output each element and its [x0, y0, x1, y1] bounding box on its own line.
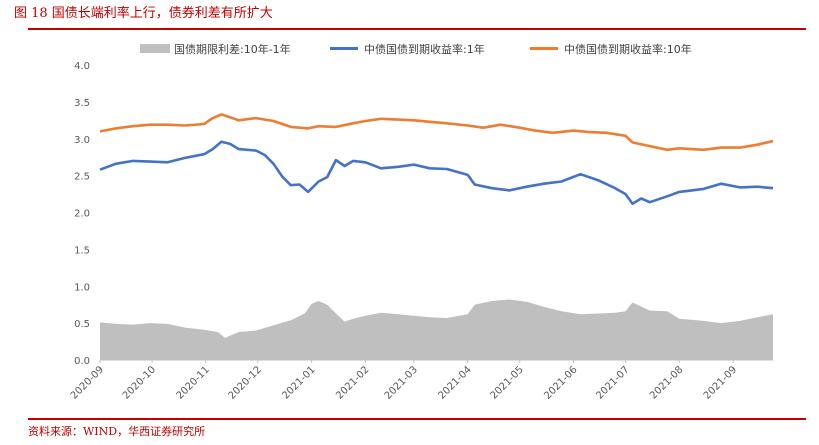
legend-label: 国债期限利差:10年-1年 [174, 42, 291, 56]
legend-item-10y-yield: 中债国债到期收益率:10年 [530, 42, 692, 56]
series-line-1y-yield [99, 140, 774, 205]
x-tick-label: 2020-10 [121, 364, 158, 401]
legend-swatch [140, 44, 170, 53]
figure-title: 图 18 国债长端利率上行，债券利差有所扩大 [14, 6, 273, 21]
x-tick-label: 2021-04 [437, 364, 474, 401]
legend-label: 中债国债到期收益率:1年 [364, 42, 485, 56]
x-tick-label: 2021-07 [594, 364, 631, 401]
bottom-rule [28, 418, 806, 420]
x-tick-label: 2021-03 [383, 364, 420, 401]
series-area-term-spread [100, 299, 773, 360]
x-tick-label: 2021-09 [702, 364, 739, 401]
series-line-10y-yield [99, 113, 774, 152]
y-axis: 0.0 0.5 1.0 1.5 2.0 2.5 3.0 3.5 4.0 [74, 61, 90, 367]
legend-item-1y-yield: 中债国债到期收益率:1年 [330, 42, 485, 56]
y-tick-label: 3.5 [74, 98, 90, 109]
y-tick-label: 4.0 [74, 61, 90, 72]
y-tick-label: 0.5 [74, 319, 90, 330]
source-note: 资料来源：WIND，华西证券研究所 [28, 425, 206, 438]
y-tick-label: 3.0 [74, 135, 90, 146]
plot-area [99, 113, 774, 360]
chart: 国债期限利差:10年-1年 中债国债到期收益率:1年 中债国债到期收益率:10年 0… [69, 42, 774, 402]
top-rule [28, 28, 806, 30]
y-tick-label: 1.5 [74, 245, 90, 256]
y-tick-label: 2.5 [74, 172, 90, 183]
legend: 国债期限利差:10年-1年 中债国债到期收益率:1年 中债国债到期收益率:10年 [140, 42, 692, 56]
y-tick-label: 2.0 [74, 209, 90, 220]
x-tick-label: 2021-01 [280, 364, 317, 401]
x-tick-label: 2021-02 [334, 364, 371, 401]
x-tick-label: 2021-06 [542, 364, 579, 401]
y-tick-label: 0.0 [74, 356, 90, 367]
x-axis: 2020-09 2020-10 2020-11 2020-12 2021-01 2021-… [69, 359, 773, 402]
x-tick-label: 2021-08 [648, 364, 685, 401]
legend-item-term-spread: 国债期限利差:10年-1年 [140, 42, 291, 56]
x-tick-label: 2020-09 [69, 364, 106, 401]
x-tick-label: 2020-12 [227, 364, 264, 401]
y-tick-label: 1.0 [74, 282, 90, 293]
x-tick-label: 2020-11 [175, 364, 212, 401]
x-tick-label: 2021-05 [489, 364, 526, 401]
legend-label: 中债国债到期收益率:10年 [564, 42, 692, 56]
